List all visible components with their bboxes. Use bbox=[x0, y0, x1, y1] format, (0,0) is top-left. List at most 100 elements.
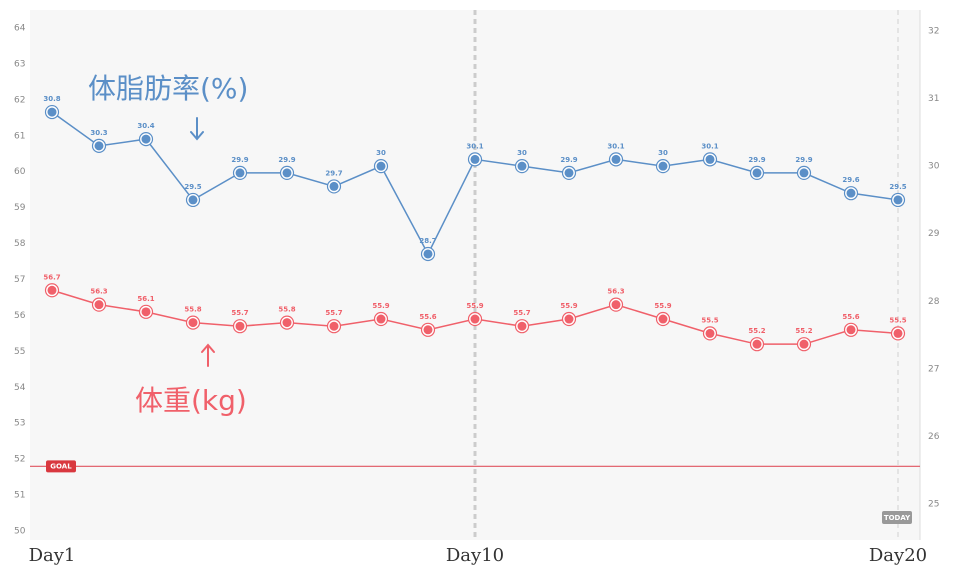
y-tick-label: 61 bbox=[14, 131, 25, 141]
y-tick-label: 56 bbox=[14, 311, 26, 321]
y-tick-label: 59 bbox=[14, 203, 26, 213]
data-label: 56.3 bbox=[90, 288, 107, 296]
data-point bbox=[705, 328, 715, 338]
data-label: 55.7 bbox=[513, 309, 530, 317]
data-label: 29.6 bbox=[842, 176, 859, 184]
data-label: 55.2 bbox=[795, 327, 812, 335]
data-label: 55.2 bbox=[748, 327, 765, 335]
data-point bbox=[658, 161, 668, 171]
y-tick-label: 54 bbox=[14, 383, 26, 393]
y-tick-label: 51 bbox=[14, 491, 25, 501]
data-label: 29.7 bbox=[325, 169, 342, 177]
goal-badge bbox=[46, 460, 76, 473]
y2-tick-label: 31 bbox=[928, 94, 939, 104]
y2-tick-label: 25 bbox=[928, 500, 939, 510]
data-point bbox=[752, 168, 762, 178]
data-label: 55.8 bbox=[278, 306, 295, 314]
x-tick-label: Day20 bbox=[869, 545, 927, 566]
data-label: 30.8 bbox=[43, 95, 60, 103]
data-point bbox=[799, 339, 809, 349]
data-label: 55.9 bbox=[466, 302, 483, 310]
data-point bbox=[564, 168, 574, 178]
annotation-arrow bbox=[201, 343, 215, 367]
data-point bbox=[47, 285, 57, 295]
data-label: 29.9 bbox=[231, 156, 248, 164]
y-tick-label: 58 bbox=[14, 239, 26, 249]
today-label: TODAY bbox=[884, 514, 911, 522]
y2-tick-label: 30 bbox=[928, 162, 940, 172]
data-label: 30.1 bbox=[607, 142, 624, 150]
data-point bbox=[893, 195, 903, 205]
x-tick-label: Day10 bbox=[446, 545, 504, 566]
data-label: 55.9 bbox=[560, 302, 577, 310]
data-label: 30.1 bbox=[466, 142, 483, 150]
y-tick-label: 50 bbox=[14, 527, 26, 537]
data-point bbox=[799, 168, 809, 178]
data-point bbox=[376, 161, 386, 171]
y2-tick-label: 32 bbox=[928, 27, 939, 37]
data-label: 55.7 bbox=[325, 309, 342, 317]
data-point bbox=[188, 318, 198, 328]
y-tick-label: 53 bbox=[14, 419, 25, 429]
data-label: 56.7 bbox=[43, 273, 60, 281]
data-point bbox=[423, 249, 433, 259]
data-point bbox=[611, 154, 621, 164]
data-point bbox=[564, 314, 574, 324]
data-label: 29.9 bbox=[560, 156, 577, 164]
data-point bbox=[752, 339, 762, 349]
data-point bbox=[235, 168, 245, 178]
data-point bbox=[329, 321, 339, 331]
today-badge bbox=[882, 511, 912, 524]
data-label: 30.1 bbox=[701, 142, 718, 150]
y-tick-label: 60 bbox=[14, 167, 26, 177]
data-label: 29.5 bbox=[184, 183, 201, 191]
data-label: 30.4 bbox=[137, 122, 154, 130]
y-tick-label: 55 bbox=[14, 347, 25, 357]
y-tick-label: 62 bbox=[14, 95, 25, 105]
data-point bbox=[94, 141, 104, 151]
data-label: 28.7 bbox=[419, 237, 436, 245]
data-label: 55.5 bbox=[889, 316, 906, 324]
data-label: 29.9 bbox=[748, 156, 765, 164]
y2-tick-label: 28 bbox=[928, 297, 940, 307]
data-label: 56.1 bbox=[137, 295, 154, 303]
data-point bbox=[188, 195, 198, 205]
series-annotation: 体脂肪率(%) bbox=[88, 72, 248, 105]
data-point bbox=[611, 300, 621, 310]
data-point bbox=[705, 154, 715, 164]
data-label: 30 bbox=[517, 149, 527, 157]
data-point bbox=[94, 300, 104, 310]
y2-tick-label: 29 bbox=[928, 229, 940, 239]
y-tick-label: 64 bbox=[14, 24, 26, 34]
data-point bbox=[141, 134, 151, 144]
y-tick-label: 57 bbox=[14, 275, 25, 285]
data-point bbox=[282, 168, 292, 178]
y2-tick-label: 26 bbox=[928, 432, 940, 442]
annotation-arrow bbox=[190, 117, 204, 141]
data-label: 55.6 bbox=[419, 313, 436, 321]
data-point bbox=[658, 314, 668, 324]
data-point bbox=[141, 307, 151, 317]
data-label: 29.9 bbox=[795, 156, 812, 164]
data-label: 55.9 bbox=[372, 302, 389, 310]
data-point bbox=[470, 154, 480, 164]
data-label: 55.8 bbox=[184, 306, 201, 314]
y-tick-label: 52 bbox=[14, 455, 25, 465]
data-label: 30 bbox=[658, 149, 668, 157]
x-tick-label: Day1 bbox=[29, 545, 76, 566]
data-label: 30 bbox=[376, 149, 386, 157]
data-point bbox=[329, 181, 339, 191]
data-label: 55.7 bbox=[231, 309, 248, 317]
data-point bbox=[846, 325, 856, 335]
data-point bbox=[517, 161, 527, 171]
y2-tick-label: 27 bbox=[928, 364, 939, 374]
data-label: 29.9 bbox=[278, 156, 295, 164]
data-point bbox=[423, 325, 433, 335]
data-point bbox=[376, 314, 386, 324]
data-point bbox=[846, 188, 856, 198]
goal-label: GOAL bbox=[50, 462, 72, 470]
data-point bbox=[893, 328, 903, 338]
data-label: 56.3 bbox=[607, 288, 624, 296]
data-point bbox=[282, 318, 292, 328]
